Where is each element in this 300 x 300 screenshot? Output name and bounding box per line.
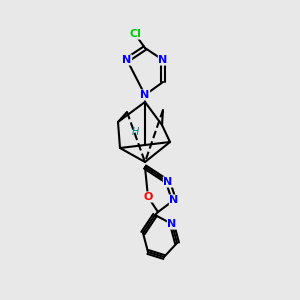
Text: O: O	[143, 192, 153, 202]
Text: N: N	[167, 219, 177, 229]
Text: N: N	[140, 90, 150, 100]
Text: H: H	[131, 127, 139, 137]
Text: Cl: Cl	[129, 29, 141, 39]
Text: N: N	[158, 55, 168, 65]
Text: N: N	[164, 177, 172, 187]
Text: N: N	[169, 195, 178, 205]
Text: N: N	[122, 55, 132, 65]
